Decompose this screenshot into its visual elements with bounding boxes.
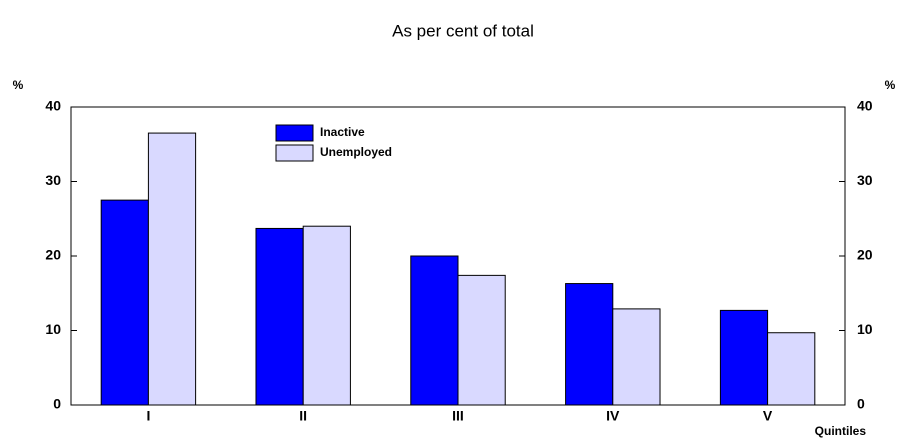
y2-axis-label: %: [885, 78, 896, 92]
y-axis-label: %: [13, 78, 24, 92]
x-tick-label: III: [452, 408, 464, 424]
plot-frame: [70, 106, 846, 406]
bar: [612, 308, 661, 406]
bar: [100, 199, 149, 406]
legend-label: Unemployed: [320, 145, 392, 159]
bar: [147, 132, 197, 406]
y2-tick-label: 20: [857, 247, 873, 263]
x-axis-label: Quintiles: [815, 424, 867, 438]
y2-tick-label: 10: [857, 321, 873, 337]
bar: [719, 309, 769, 406]
x-tick-label: II: [299, 408, 307, 424]
legend-label: Inactive: [320, 125, 365, 139]
y-tick-label: 30: [45, 172, 61, 188]
y2-tick-label: 40: [857, 98, 873, 114]
bar: [302, 225, 351, 406]
y2-tick-label: 0: [857, 396, 865, 412]
bar: [457, 274, 506, 406]
bar: [767, 332, 816, 406]
bar: [565, 283, 614, 406]
y-tick-label: 20: [45, 247, 61, 263]
y-tick-label: 40: [45, 98, 61, 114]
y-tick-label: 10: [45, 321, 61, 337]
legend-swatch: [275, 144, 314, 162]
x-tick-label: I: [146, 408, 150, 424]
x-tick-label: V: [763, 408, 773, 424]
y-tick-label: 0: [53, 396, 61, 412]
y2-tick-label: 30: [857, 172, 873, 188]
x-tick-label: IV: [606, 408, 620, 424]
bar: [255, 227, 304, 406]
legend-swatch: [275, 124, 314, 142]
bar: [410, 255, 459, 406]
chart-title: As per cent of total: [392, 21, 534, 40]
